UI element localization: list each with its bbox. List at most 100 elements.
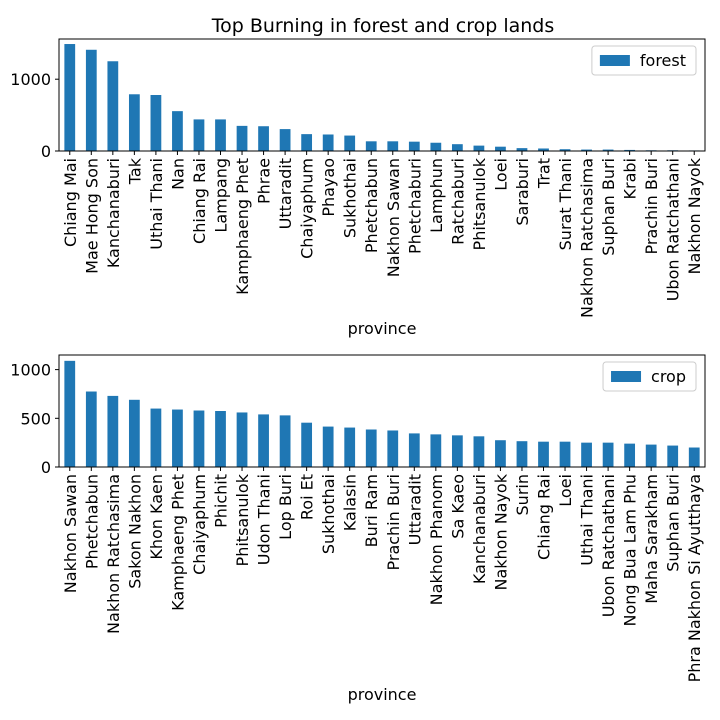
bar-crop-6 [193,410,205,467]
x-tick-label: Prachin Buri [642,158,661,255]
legend: forest [591,45,697,76]
x-tick-label: Phitsanulok [470,157,489,250]
x-tick-label: Chaiyaphum [190,474,209,575]
y-tick-label: 0 [41,142,51,161]
bar-crop-9 [258,414,269,467]
x-tick-label: Mae Hong Son [82,158,101,274]
bar-forest-16 [408,141,420,151]
bar-crop-1 [85,391,97,467]
bar-crop-22 [538,441,549,467]
bar-crop-29 [688,447,700,467]
figure-title: Top Burning in forest and crop lands [211,15,555,37]
x-tick-label: Nong Bua Lam Phu [621,474,640,626]
bar-crop-23 [559,441,571,467]
bar-forest-1 [85,49,97,151]
legend-swatch [611,371,642,382]
x-tick-label: Uthai Thani [578,474,597,566]
legend-label: forest [640,51,686,70]
bar-crop-21 [516,441,528,467]
x-tick-label: Uttaradit [405,474,424,545]
x-tick-label: Phichit [212,474,231,528]
bar-forest-15 [387,141,399,151]
bar-crop-19 [473,436,485,467]
x-tick-label: Udon Thani [255,474,274,565]
y-tick-label: 0 [41,458,51,477]
x-tick-label: Trat [535,158,554,189]
x-tick-label: Saraburi [513,158,532,226]
x-tick-label: Chaiyaphum [298,158,317,259]
x-tick-label: Lop Buri [276,474,295,540]
x-tick-label: Phrae [255,158,274,204]
x-tick-label: Kalasin [341,474,360,531]
x-tick-label: Krabi [621,158,640,199]
bar-crop-0 [64,360,76,467]
crop-chart: 0 500 1000 Nakhon Sawan Phetchabun Nakhon Rat… [10,354,706,704]
bar-forest-24 [581,149,592,151]
x-tick-label: Phitsanulok [233,473,252,566]
x-tick-label: Nakhon Nayok [491,473,510,590]
bar-crop-24 [581,442,592,467]
x-tick-label: Nakhon Sawan [61,474,80,593]
bar-crop-18 [451,435,463,467]
bar-crop-25 [602,442,614,467]
bar-forest-21 [516,148,528,151]
x-tick-label: Sakon Nakhon [125,474,144,589]
axes-frame [58,38,706,152]
bar-crop-2 [107,395,119,467]
x-tick-label: Nakhon Ratchasima [104,474,123,634]
bar-crop-27 [645,444,657,467]
legend: crop [602,361,697,392]
bar-crop-14 [365,429,377,467]
x-tick-label: Maha Sarakham [642,474,661,604]
bar-crop-4 [150,408,162,467]
bar-crop-5 [172,409,183,467]
bar-forest-20 [495,146,506,151]
bar-forest-19 [473,145,485,151]
bar-crop-20 [495,440,506,467]
x-tick-label: Phayao [319,158,338,217]
y-tick-label: 500 [20,409,51,428]
bar-crop-10 [279,415,291,467]
x-tick-label: Loei [556,474,575,507]
x-tick-label: Tak [125,157,144,185]
bar-forest-8 [236,125,248,151]
bar-forest-17 [430,142,442,151]
x-tick-label: Roi Et [298,474,317,520]
bar-forest-13 [344,135,356,151]
x-tick-label: Kamphaeng Phet [168,474,187,611]
x-axis-label: province [348,685,417,704]
x-tick-label: Sukhothai [319,474,338,554]
y-tick-label: 1000 [10,361,51,380]
bar-forest-14 [365,141,377,151]
bar-forest-9 [258,126,269,151]
bar-forest-10 [279,129,291,151]
x-tick-label: Chiang Rai [190,158,209,244]
x-tick-label: Nan [168,158,187,190]
x-tick-label: Ubon Ratchathani [664,158,683,301]
bar-crop-28 [667,445,679,467]
x-tick-label: Phetchabun [362,158,381,253]
x-tick-label: Kamphaeng Phet [233,158,252,295]
bar-crop-17 [430,434,442,467]
x-tick-label: Uttaradit [276,158,295,229]
x-tick-label: Phetchaburi [405,158,424,254]
x-tick-label: Chiang Rai [535,474,554,560]
bar-crop-12 [322,426,334,467]
bar-forest-6 [193,119,205,151]
bar-forest-12 [322,134,334,151]
legend-swatch [599,55,630,66]
bar-forest-2 [107,61,119,152]
bar-crop-15 [387,430,399,467]
bar-forest-23 [559,149,571,151]
bar-crop-26 [624,443,636,467]
x-tick-label: Lamphun [427,158,446,233]
bar-forest-22 [538,148,549,151]
x-tick-label: Sa Kaeo [448,474,467,539]
bar-crop-11 [301,422,313,467]
x-tick-label: Chiang Mai [61,158,80,247]
x-tick-label: Phra Nakhon Si Ayutthaya [685,474,704,682]
bar-crop-13 [344,427,356,467]
bar-forest-0 [64,44,76,151]
bar-forest-18 [451,144,463,151]
